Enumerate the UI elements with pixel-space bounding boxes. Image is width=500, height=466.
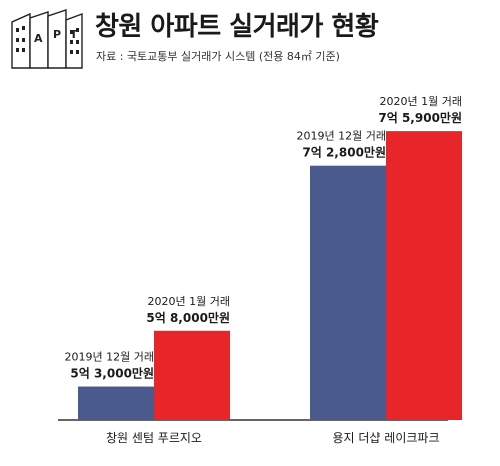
price-label: 7억 5,900만원	[378, 110, 462, 125]
date-label: 2019년 12월 거래	[65, 351, 154, 364]
date-label: 2020년 1월 거래	[148, 295, 230, 308]
logo-letter: A	[34, 32, 43, 45]
category-label: 창원 센텀 푸르지오	[106, 431, 202, 445]
logo-letter: P	[53, 28, 61, 41]
source-note: 자료 : 국토교통부 실거래가 시스템 (전용 84㎡ 기준)	[96, 50, 340, 63]
page-title: 창원 아파트 실거래가 현황	[95, 12, 379, 42]
bar-2020-1	[386, 131, 462, 420]
price-label: 5억 3,000만원	[70, 366, 154, 381]
date-label: 2020년 1월 거래	[380, 95, 462, 108]
price-label: 5억 8,000만원	[146, 310, 230, 325]
price-label: 7억 2,800만원	[302, 145, 386, 160]
bar-2019-0	[78, 386, 154, 420]
date-label: 2019년 12월 거래	[297, 130, 386, 143]
category-label: 용지 더샵 레이크파크	[333, 431, 440, 445]
bar-2019-1	[310, 165, 386, 420]
apartment-buildings-logo: A P T	[11, 9, 83, 69]
logo-letter: T	[70, 28, 78, 41]
bar-2020-0	[154, 330, 230, 420]
